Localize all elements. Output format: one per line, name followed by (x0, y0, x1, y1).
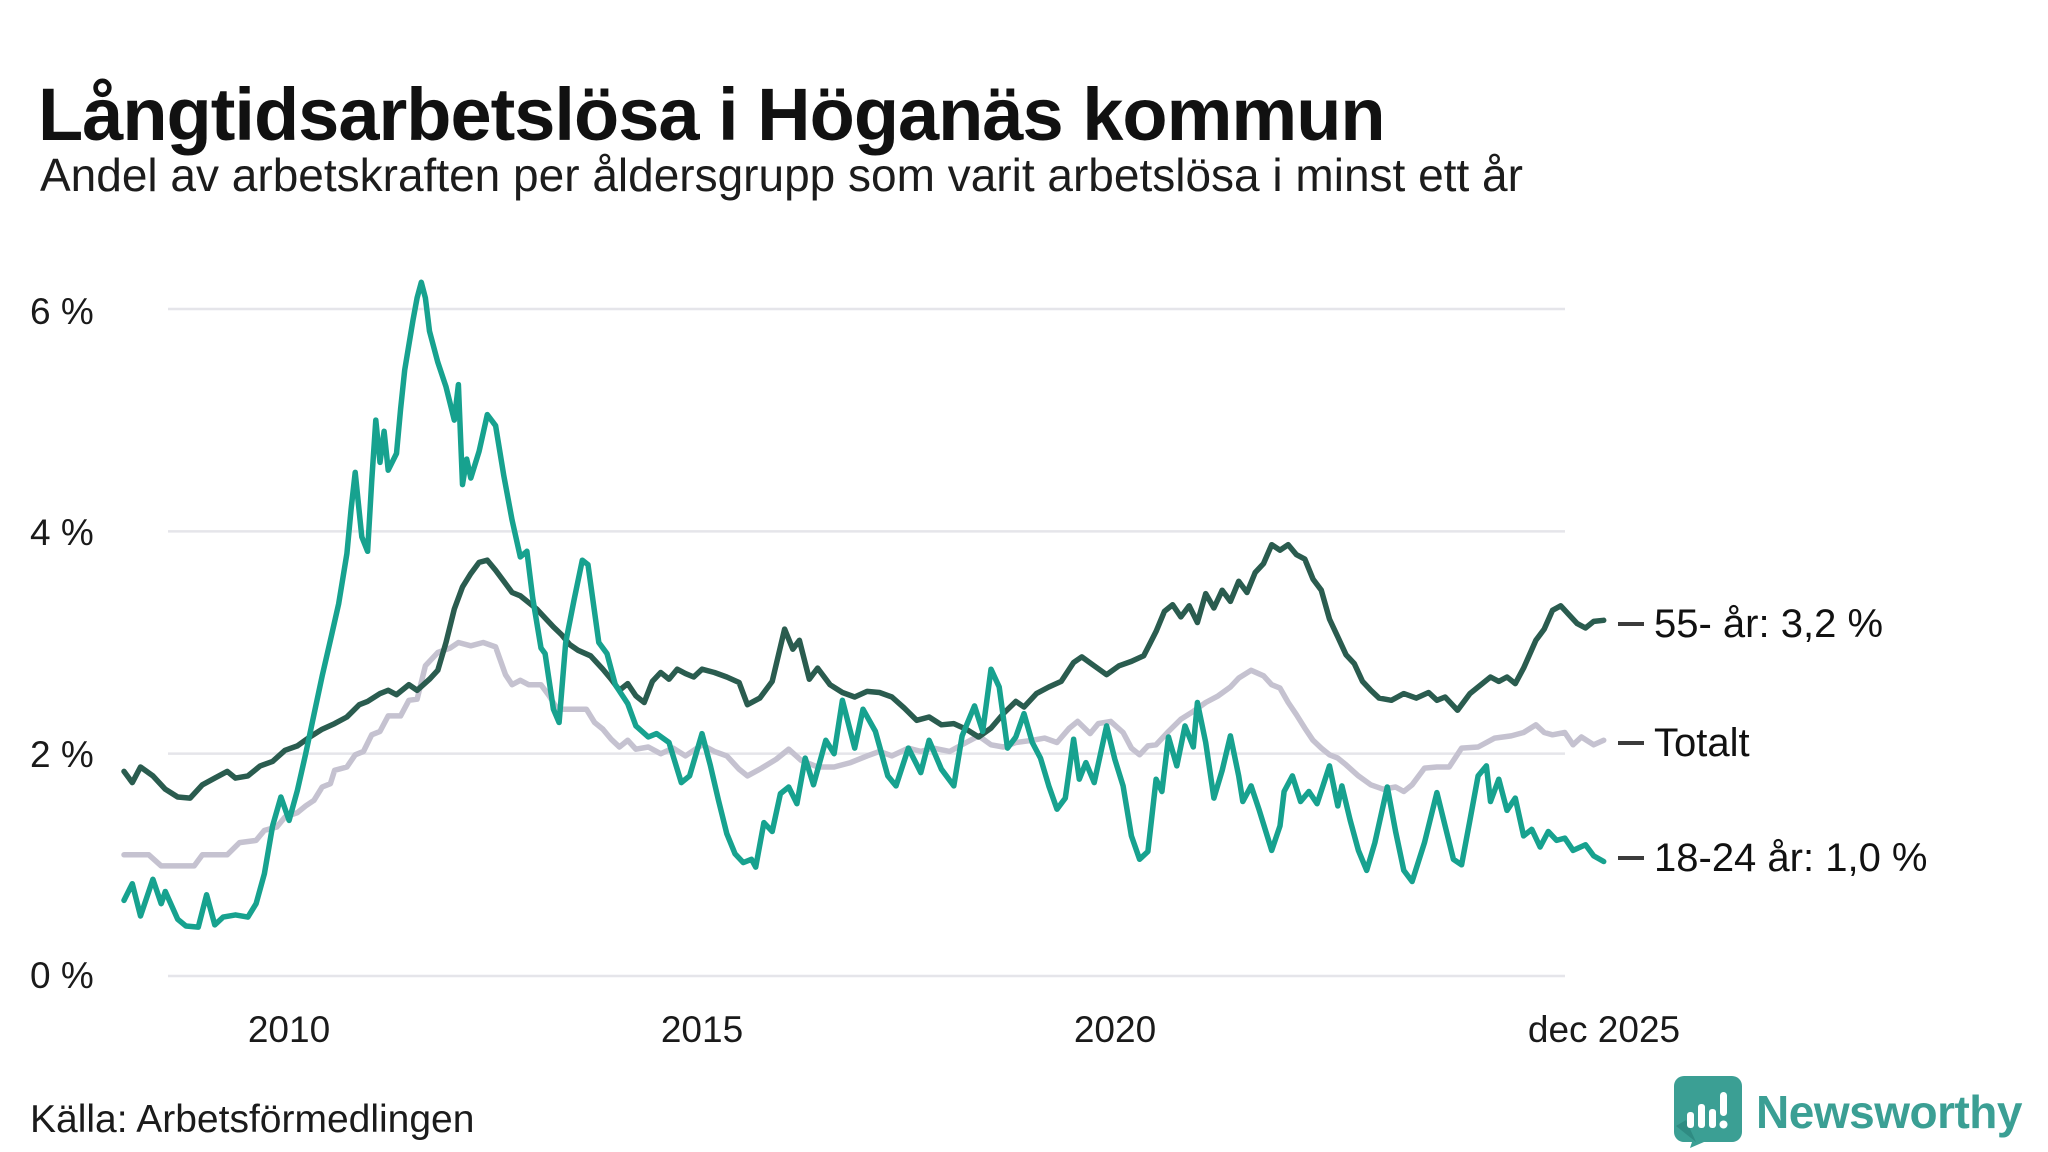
x-axis-label-2010: 2010 (247, 1009, 331, 1050)
series-line-18-24-r (121, 279, 1607, 930)
series-label-18-24-text: 18-24 år: 1,0 % (1654, 836, 1928, 880)
y-axis-label-4: 4 % (30, 512, 94, 553)
label-tick-totalt (1618, 741, 1644, 745)
x-axis-label-2020: 2020 (1073, 1009, 1157, 1050)
x-axis-label-2015: 2015 (660, 1009, 744, 1050)
label-tick-55-plus (1618, 622, 1644, 626)
y-axis-label-6: 6 % (30, 291, 94, 332)
label-tick-18-24 (1618, 856, 1644, 860)
page-subtitle: Andel av arbetskraften per åldersgrupp s… (40, 149, 1523, 201)
series-label-totalt-text: Totalt (1654, 721, 1750, 765)
source-attribution: Källa: Arbetsförmedlingen (30, 1098, 475, 1141)
newsworthy-logo: Newsworthy (1674, 1076, 2022, 1148)
newsworthy-wordmark: Newsworthy (1756, 1086, 2022, 1138)
series-label-55-plus: 55- år: 3,2 % (1618, 600, 1883, 648)
series-label-totalt: Totalt (1618, 719, 1750, 767)
series-line-totalt (121, 639, 1607, 869)
newsworthy-bubble-icon (1674, 1076, 1743, 1148)
y-axis-label-2: 2 % (30, 734, 94, 775)
series-label-55-plus-text: 55- år: 3,2 % (1654, 602, 1884, 646)
series-label-18-24: 18-24 år: 1,0 % (1618, 834, 1928, 882)
page-title: Långtidsarbetslösa i Höganäs kommun (38, 72, 1386, 156)
y-axis-label-0: 0 % (30, 955, 94, 996)
series-line-55-r (121, 541, 1607, 801)
x-axis-label-dec2025: dec 2025 (1527, 1009, 1681, 1050)
